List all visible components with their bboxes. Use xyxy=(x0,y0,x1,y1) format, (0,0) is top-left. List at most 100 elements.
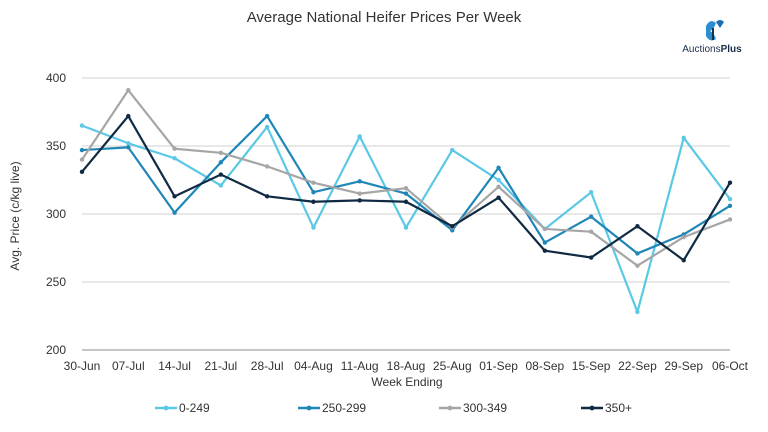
data-point xyxy=(542,248,548,253)
data-point xyxy=(588,255,594,260)
data-point xyxy=(79,147,85,153)
legend-item: 300-349 xyxy=(439,401,507,415)
data-point xyxy=(218,160,224,165)
series-350+ xyxy=(79,113,733,263)
data-point xyxy=(79,169,85,175)
y-tick-label: 250 xyxy=(46,275,66,289)
data-point xyxy=(126,145,131,150)
series-line xyxy=(81,114,731,255)
data-point xyxy=(635,224,640,229)
x-tick-label: 04-Aug xyxy=(294,359,333,373)
y-tick-label: 300 xyxy=(46,207,66,221)
data-point xyxy=(681,234,686,240)
data-point xyxy=(403,185,409,191)
series-line xyxy=(81,89,731,267)
data-point xyxy=(126,88,131,93)
data-point xyxy=(635,309,640,315)
data-point xyxy=(681,258,686,263)
x-tick-label: 08-Sep xyxy=(526,359,565,373)
series-250-299 xyxy=(79,113,733,256)
auctionsplus-logo-icon xyxy=(706,20,724,41)
auctionsplus-logo: AuctionsPlus xyxy=(682,20,742,55)
gridlines xyxy=(82,77,730,351)
svg-text:AuctionsPlus: AuctionsPlus xyxy=(682,44,742,55)
legend-marker xyxy=(589,405,595,411)
data-point xyxy=(264,113,270,119)
x-tick-label: 01-Sep xyxy=(479,359,518,373)
y-tick-label: 200 xyxy=(46,343,66,357)
data-point xyxy=(172,210,177,215)
data-point xyxy=(79,157,85,162)
data-point xyxy=(357,134,362,139)
x-tick-label: 11-Aug xyxy=(341,359,379,373)
x-tick-label: 21-Jul xyxy=(205,359,238,373)
y-axis-ticks: 200 250 300 350 400 xyxy=(46,71,66,357)
data-point xyxy=(264,124,270,130)
series-300-349 xyxy=(79,88,733,268)
legend-label: 250-299 xyxy=(322,401,366,415)
series-lines xyxy=(79,88,733,315)
data-point xyxy=(357,198,362,203)
data-point xyxy=(311,180,316,185)
data-point xyxy=(126,113,131,119)
data-point xyxy=(403,199,409,204)
data-point xyxy=(542,240,548,245)
logo-text-regular: Auctions xyxy=(682,44,720,55)
legend-item: 250-299 xyxy=(298,401,366,415)
data-point xyxy=(727,196,733,202)
x-axis-label: Week Ending xyxy=(371,375,442,389)
x-tick-label: 06-Oct xyxy=(712,359,749,373)
legend-label: 300-349 xyxy=(463,401,507,415)
data-point xyxy=(264,194,270,199)
legend-label: 350+ xyxy=(605,401,632,415)
legend-marker xyxy=(163,405,169,411)
data-point xyxy=(727,203,733,209)
data-point xyxy=(727,217,733,222)
data-point xyxy=(126,141,131,146)
data-point xyxy=(172,194,177,199)
data-point xyxy=(79,123,85,128)
data-point xyxy=(496,184,501,189)
data-point xyxy=(172,156,177,161)
data-point xyxy=(588,214,594,219)
data-point xyxy=(496,165,501,170)
data-point xyxy=(311,190,316,195)
data-point xyxy=(264,164,270,169)
x-tick-label: 30-Jun xyxy=(64,359,101,373)
chart-title: Average National Heifer Prices Per Week xyxy=(247,9,522,26)
data-point xyxy=(496,195,501,200)
x-tick-label: 14-Jul xyxy=(158,359,191,373)
data-point xyxy=(450,224,455,229)
series-0-249 xyxy=(79,123,733,315)
legend-item: 0-249 xyxy=(155,401,210,415)
data-point xyxy=(450,147,455,153)
x-tick-label: 29-Sep xyxy=(664,359,703,373)
legend-marker xyxy=(447,405,453,411)
legend-label: 0-249 xyxy=(179,401,210,415)
x-tick-label: 15-Sep xyxy=(572,359,611,373)
legend-item: 350+ xyxy=(581,401,632,415)
data-point xyxy=(727,180,733,185)
data-point xyxy=(357,179,362,184)
data-point xyxy=(635,263,640,268)
data-point xyxy=(311,199,316,204)
data-point xyxy=(496,177,501,183)
data-point xyxy=(218,172,224,177)
data-point xyxy=(635,251,640,256)
series-line xyxy=(81,124,731,314)
data-point xyxy=(218,183,224,188)
data-point xyxy=(542,226,548,232)
data-point xyxy=(403,191,409,196)
logo-text-bold: Plus xyxy=(721,44,743,55)
x-tick-label: 18-Aug xyxy=(387,359,426,373)
data-point xyxy=(588,190,594,195)
x-axis-ticks: 30-Jun 07-Jul 14-Jul 21-Jul 28-Jul 04-Aug 11-A… xyxy=(64,359,749,373)
legend: 0-249 250-299 300-349 350+ xyxy=(155,401,632,415)
y-tick-label: 400 xyxy=(46,71,66,85)
data-point xyxy=(172,146,177,151)
x-tick-label: 25-Aug xyxy=(433,359,472,373)
legend-marker xyxy=(306,405,312,411)
x-tick-label: 28-Jul xyxy=(251,359,284,373)
